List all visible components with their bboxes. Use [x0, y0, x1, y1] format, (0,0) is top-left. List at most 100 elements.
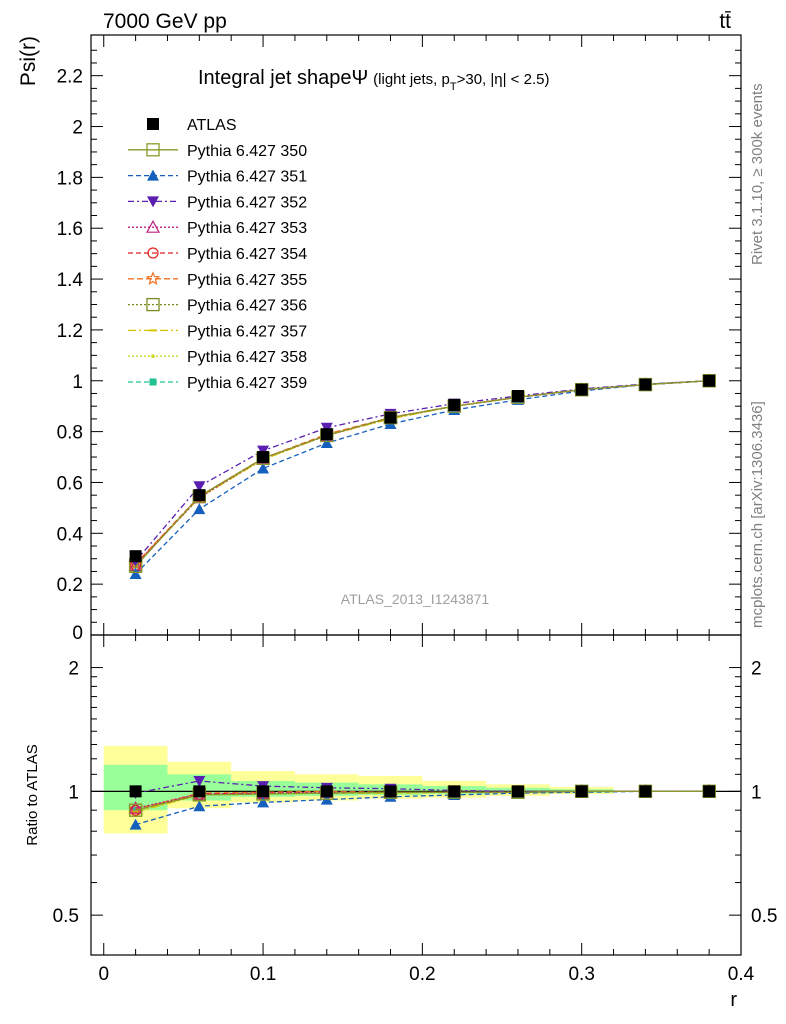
main-y-tick-label-zero: 0	[72, 623, 83, 644]
ratio-point	[639, 785, 652, 798]
title-sub-t: T	[450, 81, 457, 93]
title-sub: (light jets, p	[373, 71, 450, 88]
x-axis-ticks: 0 0.1 0.2 0.3 0.4	[98, 635, 755, 985]
series-pythia-6-427-350	[128, 374, 716, 574]
data-point	[384, 411, 397, 424]
ratio-point	[448, 785, 461, 798]
main-y-tick-label: 1.8	[57, 168, 83, 189]
x-tick-label: 0.4	[728, 964, 755, 985]
ratio-y-tick-label-right: 1	[751, 782, 762, 803]
ratio-point	[257, 785, 270, 798]
main-y-tick-label: 1.2	[57, 321, 83, 342]
series-line	[135, 380, 710, 575]
main-y-ticks: 0.2 0.4 0.6 0.8 1 1.2 1.4 1.6 1.8 2 2.2 0	[57, 35, 742, 644]
series-pythia-6-427-359	[132, 377, 713, 569]
title-sub-rest: >30, |η| < 2.5)	[457, 71, 550, 88]
ratio-panel: 0.5 0.5 1 1 2 2 0 0.1 0.2 0.3 0.4	[53, 634, 778, 985]
legend-label: ATLAS	[187, 117, 237, 134]
data-point	[193, 489, 206, 502]
legend-marker	[149, 378, 157, 386]
series-pythia-6-427-356	[128, 374, 716, 572]
title-main: Integral jet shape	[198, 67, 351, 89]
legend-marker	[145, 219, 161, 233]
data-point	[320, 428, 333, 441]
title-symbol: Ψ	[351, 67, 368, 89]
ratio-point	[128, 800, 143, 814]
series-atlas	[129, 374, 716, 563]
series-pythia-6-427-351	[129, 374, 716, 579]
main-y-tick-label: 1.6	[57, 219, 83, 240]
ratio-point	[511, 785, 524, 798]
series-pythia-6-427-353	[128, 373, 717, 571]
ratio-point	[193, 775, 206, 787]
ratio-curves	[128, 775, 717, 830]
ratio-point	[193, 785, 206, 798]
legend-label: Pythia 6.427 354	[187, 246, 307, 263]
ratio-point	[703, 785, 716, 798]
series-line	[135, 380, 710, 562]
data-point	[639, 378, 652, 391]
main-y-tick-label: 0.4	[57, 524, 84, 545]
energy-label: 7000 GeV pp	[103, 10, 227, 33]
main-y-tick-label: 1	[72, 372, 83, 393]
ratio-y-tick-label-right: 0.5	[751, 906, 777, 927]
data-point	[575, 383, 588, 396]
legend-label: Pythia 6.427 353	[187, 220, 307, 237]
ratio-point	[129, 785, 142, 798]
rivet-label: Rivet 3.1.10, ≥ 300k events	[749, 83, 766, 265]
mcplots-label: mcplots.cern.ch [arXiv:1306.3436]	[749, 401, 766, 628]
legend-label: Pythia 6.427 355	[187, 272, 307, 289]
legend-marker	[145, 271, 161, 285]
ratio-y-label: Ratio to ATLAS	[24, 744, 41, 845]
ratio-point	[384, 785, 397, 798]
ratio-y-tick-label: 2	[68, 659, 79, 680]
legend-marker	[151, 354, 155, 359]
data-point	[320, 437, 333, 449]
data-point	[703, 374, 716, 387]
main-y-tick-label: 1.4	[57, 270, 84, 291]
series-pythia-6-427-358	[133, 378, 711, 567]
ratio-y-tick-label: 0.5	[53, 906, 79, 927]
main-curves	[128, 373, 717, 579]
legend-marker	[146, 143, 160, 157]
x-tick-label: 0.1	[250, 964, 276, 985]
series-pythia-6-427-355	[128, 373, 717, 570]
data-point	[193, 481, 206, 493]
legend-label: Pythia 6.427 350	[187, 143, 307, 160]
ratio-line	[135, 790, 710, 811]
ratio-y-tick-label-right: 2	[751, 659, 762, 680]
legend-marker	[147, 196, 159, 208]
ratio-point	[320, 785, 333, 798]
x-tick-label: 0.2	[409, 964, 435, 985]
ratio-y-tick-label: 1	[68, 782, 79, 803]
data-point	[511, 390, 524, 403]
series-line	[135, 380, 710, 567]
legend-marker	[147, 247, 159, 259]
ratio-bands	[103, 745, 614, 834]
data-point	[257, 462, 270, 474]
series-pythia-6-427-352	[129, 375, 716, 568]
ratio-series-atlas	[129, 785, 716, 798]
data-point	[448, 398, 461, 411]
x-axis-label: r	[730, 989, 737, 1011]
main-y-tick-label: 2	[72, 118, 83, 139]
ratio-point	[128, 803, 143, 817]
process-label: tt̄	[719, 10, 731, 33]
data-point	[193, 503, 206, 515]
plot-title: Integral jet shapeΨ (light jets, pT>30, |…	[198, 67, 549, 93]
ratio-y-ticks: 0.5 0.5 1 1 2 2	[53, 659, 778, 928]
analysis-id: ATLAS_2013_I1243871	[341, 591, 490, 607]
legend-label: Pythia 6.427 358	[187, 349, 307, 366]
data-point	[129, 567, 142, 579]
main-y-tick-label: 0.2	[57, 575, 83, 596]
legend-marker	[146, 297, 160, 312]
main-y-label: Psi(r)	[17, 36, 40, 86]
x-tick-label: 0.3	[568, 964, 594, 985]
legend-marker	[147, 169, 159, 181]
legend-label: Pythia 6.427 356	[187, 298, 307, 315]
legend-label: Pythia 6.427 352	[187, 194, 307, 211]
data-point	[129, 550, 142, 563]
ratio-point	[257, 796, 270, 808]
ratio-point	[129, 818, 142, 830]
